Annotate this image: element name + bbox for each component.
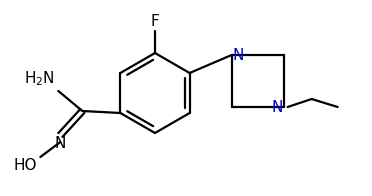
Text: N: N bbox=[232, 47, 244, 63]
Text: N: N bbox=[55, 136, 66, 151]
Text: H$_2$N: H$_2$N bbox=[23, 69, 54, 88]
Text: N: N bbox=[271, 100, 283, 114]
Text: F: F bbox=[151, 14, 159, 29]
Text: HO: HO bbox=[14, 158, 37, 173]
